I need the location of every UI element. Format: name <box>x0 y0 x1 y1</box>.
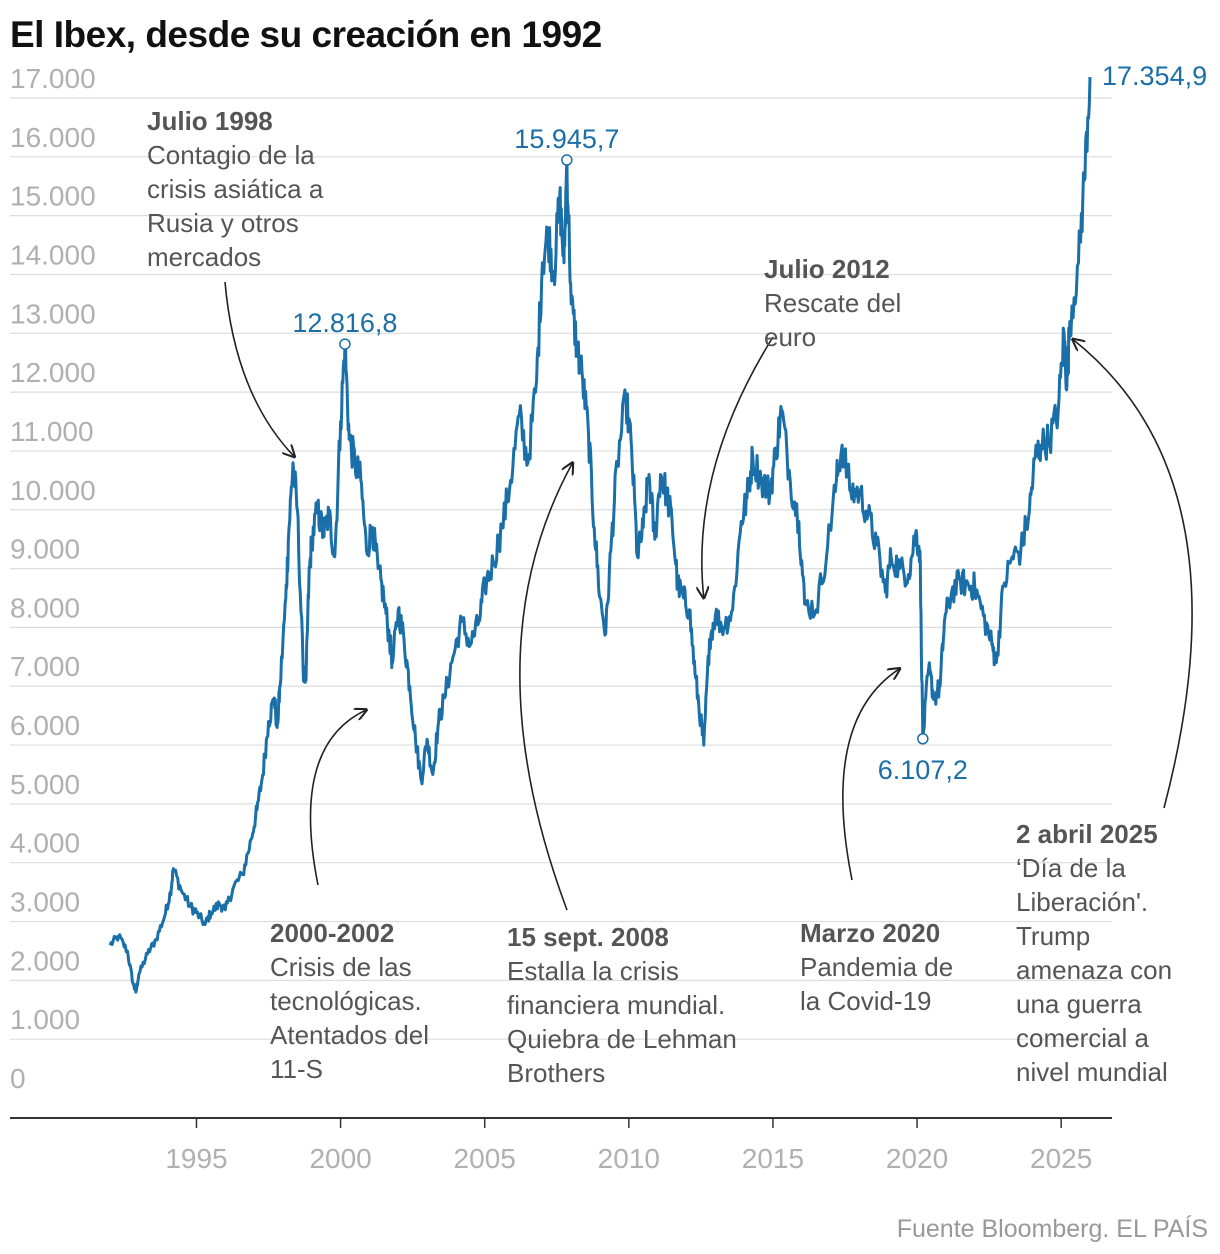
peak-marker <box>561 154 573 166</box>
x-tick-label: 2005 <box>454 1143 516 1174</box>
annotation-title: 2 abril 2025 <box>1016 819 1158 849</box>
y-tick-label: 11.000 <box>10 416 94 447</box>
y-tick-label: 8.000 <box>10 592 80 623</box>
ann-2008: 15 sept. 2008 Estalla la crisis financiera… <box>507 922 737 1088</box>
y-tick-label: 12.000 <box>10 357 96 388</box>
annotation-text: Estalla la crisis <box>507 956 679 986</box>
chart-title: El Ibex, desde su creación en 1992 <box>10 14 602 55</box>
peak-label: 12.816,8 <box>292 308 397 338</box>
annotation-title: 2000-2002 <box>270 918 394 948</box>
y-tick-label: 13.000 <box>10 298 96 329</box>
annotation-arrow <box>842 669 900 881</box>
y-tick-label: 2.000 <box>10 945 80 976</box>
annotation-text: Rescate del <box>764 288 901 318</box>
peak-marker <box>339 338 351 350</box>
y-tick-label: 3.000 <box>10 887 80 918</box>
peak-label: 6.107,2 <box>878 755 968 785</box>
x-tick-label: 2015 <box>742 1143 804 1174</box>
annotation-text: tecnológicas. <box>270 986 422 1016</box>
annotation-text: 11-S <box>270 1054 323 1084</box>
annotation-text: Atentados del <box>270 1020 429 1050</box>
ann-2020: Marzo 2020 Pandemia de la Covid-19 <box>800 918 953 1016</box>
annotation-text: Trump <box>1016 921 1090 951</box>
peak-marker <box>917 733 929 745</box>
annotation-arrow <box>702 336 774 598</box>
annotation-arrow <box>519 463 573 911</box>
source-credit: Fuente Bloomberg. EL PAÍS <box>896 1215 1208 1243</box>
annotation-text: ‘Día de la <box>1016 853 1126 883</box>
annotation-arrow <box>224 281 295 457</box>
annotation-text: Contagio de la <box>147 140 315 170</box>
annotation-title: Julio 2012 <box>764 254 890 284</box>
annotation-text: financiera mundial. <box>507 990 725 1020</box>
series-layer <box>108 77 1092 994</box>
x-tick-label: 2020 <box>886 1143 948 1174</box>
annotation-text: Pandemia de <box>800 952 953 982</box>
annotation-arrow <box>1073 339 1193 809</box>
y-tick-label: 1.000 <box>10 1004 80 1035</box>
annotation-title: 15 sept. 2008 <box>507 922 669 952</box>
y-tick-label: 0 <box>10 1063 26 1094</box>
annotations: Julio 1998 Contagio de la crisis asiática … <box>147 106 1172 1088</box>
annotation-title: Julio 1998 <box>147 106 273 136</box>
x-axis: 1995 2000 2005 2010 2015 2020 2025 <box>10 1117 1112 1174</box>
x-tick-label: 2010 <box>598 1143 660 1174</box>
annotation-text: comercial a <box>1016 1023 1149 1053</box>
y-tick-label: 5.000 <box>10 769 80 800</box>
y-tick-label: 15.000 <box>10 181 96 212</box>
y-tick-label: 14.000 <box>10 239 96 270</box>
annotation-text: Quiebra de Lehman <box>507 1024 737 1054</box>
y-tick-label: 6.000 <box>10 710 80 741</box>
y-tick-label: 10.000 <box>10 475 96 506</box>
series-line <box>108 77 1092 994</box>
peak-label: 15.945,7 <box>514 124 619 154</box>
y-tick-label: 16.000 <box>10 122 96 153</box>
annotation-text: mercados <box>147 242 261 272</box>
annotation-arrow <box>309 710 366 886</box>
annotation-text: crisis asiática a <box>147 174 324 204</box>
y-tick-label: 9.000 <box>10 534 80 565</box>
y-tick-label: 17.000 <box>10 63 96 94</box>
ann-2012: Julio 2012 Rescate del euro <box>764 254 901 352</box>
x-tick-label: 1995 <box>165 1143 227 1174</box>
y-axis-ticks: 0 1.000 2.000 3.000 4.000 5.000 6.000 7.000 8.00… <box>10 63 96 1094</box>
annotation-text: Crisis de las <box>270 952 412 982</box>
peak-labels: 12.816,8 15.945,7 6.107,2 17.354,9 <box>292 61 1207 785</box>
annotation-title: Marzo 2020 <box>800 918 940 948</box>
annotation-text: la Covid-19 <box>800 986 932 1016</box>
annotation-text: Liberación'. <box>1016 887 1148 917</box>
annotation-text: una guerra <box>1016 989 1142 1019</box>
annotation-text: nivel mundial <box>1016 1057 1168 1087</box>
y-tick-label: 4.000 <box>10 828 80 859</box>
annotation-text: Brothers <box>507 1058 605 1088</box>
ann-2000: 2000-2002 Crisis de las tecnológicas. Atent… <box>270 918 429 1084</box>
peak-label: 17.354,9 <box>1102 61 1207 91</box>
x-tick-label: 2000 <box>309 1143 371 1174</box>
ann-1998: Julio 1998 Contagio de la crisis asiática … <box>147 106 324 272</box>
annotation-text: euro <box>764 322 816 352</box>
annotation-arrows <box>224 281 1193 911</box>
annotation-text: Rusia y otros <box>147 208 299 238</box>
annotation-text: amenaza con <box>1016 955 1172 985</box>
x-tick-label: 2025 <box>1030 1143 1092 1174</box>
ann-2025: 2 abril 2025 ‘Día de la Liberación'. Trump a… <box>1016 819 1172 1087</box>
y-tick-label: 7.000 <box>10 651 80 682</box>
